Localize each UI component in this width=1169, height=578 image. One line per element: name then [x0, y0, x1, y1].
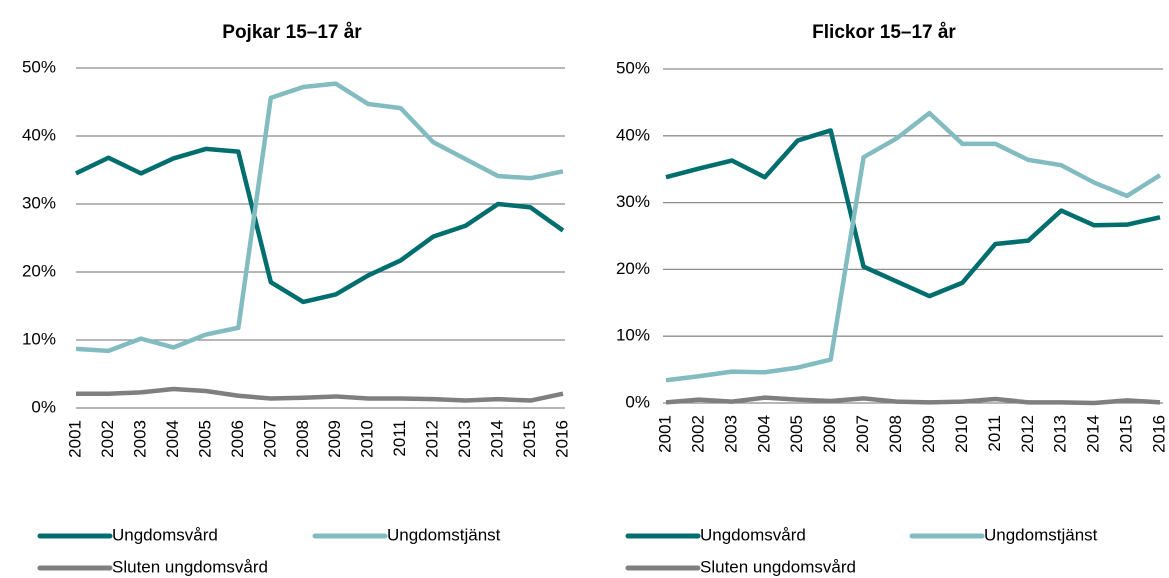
x-tick-label: 2001: [655, 415, 674, 453]
x-tick-label: 2011: [390, 420, 409, 457]
x-tick-label: 2004: [163, 420, 182, 458]
y-tick-label: 0%: [31, 397, 56, 416]
x-tick-label: 2008: [293, 420, 312, 458]
x-tick-label: 2014: [488, 420, 507, 458]
y-tick-label: 10%: [616, 326, 650, 345]
x-tick-label: 2006: [820, 415, 839, 453]
x-tick-label: 2003: [721, 415, 740, 453]
legend-label: Ungdomsvård: [700, 525, 806, 544]
x-tick-label: 2004: [754, 415, 773, 453]
y-tick-label: 0%: [625, 392, 650, 411]
x-tick-label: 2014: [1084, 415, 1103, 453]
chart-title: Pojkar 15–17 år: [222, 22, 362, 43]
x-tick-label: 2012: [423, 420, 442, 458]
x-tick-label: 2011: [985, 415, 1004, 452]
x-tick-label: 2002: [98, 420, 117, 458]
y-tick-label: 50%: [22, 57, 56, 76]
x-tick-label: 2009: [919, 415, 938, 453]
x-tick-label: 2002: [688, 415, 707, 453]
x-tick-label: 2012: [1018, 415, 1037, 453]
chart-title: Flickor 15–17 år: [812, 22, 956, 43]
legend-label: Ungdomstjänst: [984, 525, 1098, 544]
y-tick-label: 30%: [616, 192, 650, 211]
x-tick-label: 2007: [853, 415, 872, 453]
series-line: [665, 110, 1162, 383]
y-tick-label: 40%: [616, 125, 650, 144]
x-tick-label: 2010: [358, 420, 377, 458]
series-line: [665, 128, 1161, 299]
x-tick-label: 2016: [1149, 415, 1168, 453]
x-tick-label: 2013: [455, 420, 474, 458]
series-line: [665, 395, 1161, 406]
y-tick-label: 40%: [22, 125, 56, 144]
x-tick-label: 2003: [130, 420, 149, 458]
series-line: [76, 386, 564, 403]
y-tick-label: 50%: [616, 58, 650, 77]
legend-label: Sluten ungdomsvård: [700, 557, 856, 576]
x-tick-label: 2001: [65, 420, 84, 458]
y-tick-label: 20%: [22, 261, 56, 280]
y-tick-label: 20%: [616, 259, 650, 278]
series-line: [75, 146, 565, 305]
legend-label: Sluten ungdomsvård: [112, 557, 268, 576]
x-tick-label: 2013: [1051, 415, 1070, 453]
x-tick-label: 2009: [325, 420, 344, 458]
series-line: [75, 81, 564, 354]
x-tick-label: 2015: [1117, 415, 1136, 453]
legend-label: Ungdomstjänst: [387, 525, 501, 544]
x-tick-label: 2015: [520, 420, 539, 458]
x-tick-label: 2010: [952, 415, 971, 453]
x-tick-label: 2016: [552, 420, 571, 458]
x-tick-label: 2006: [228, 420, 247, 458]
x-tick-label: 2005: [195, 420, 214, 458]
y-tick-label: 10%: [22, 329, 56, 348]
y-tick-label: 30%: [22, 193, 56, 212]
x-tick-label: 2008: [886, 415, 905, 453]
x-tick-label: 2007: [260, 420, 279, 458]
legend-label: Ungdomsvård: [112, 525, 218, 544]
x-tick-label: 2005: [787, 415, 806, 453]
